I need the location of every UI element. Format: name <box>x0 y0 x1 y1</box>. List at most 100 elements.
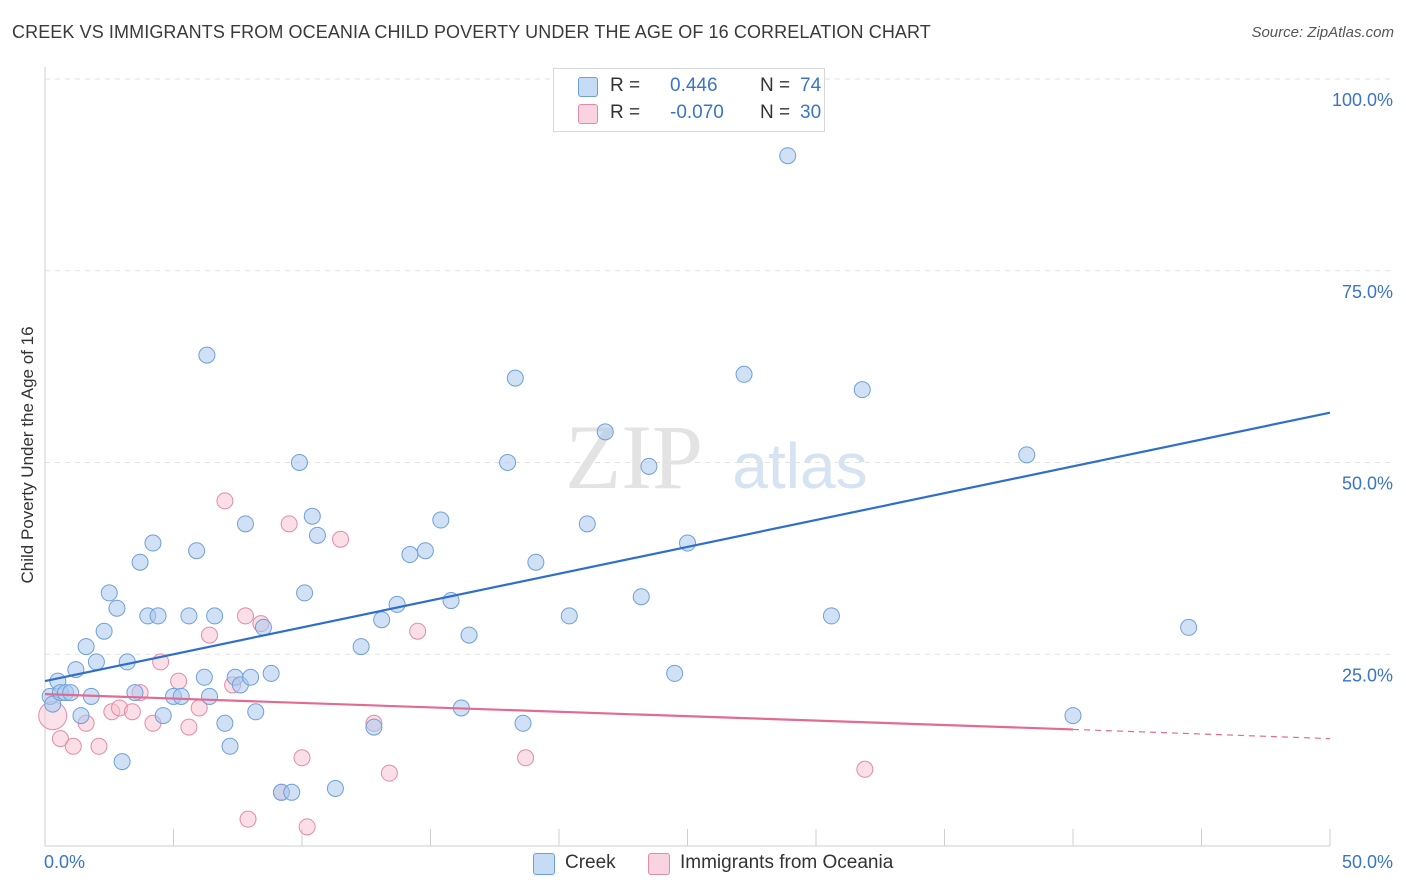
source-label: Source: ZipAtlas.com <box>1251 24 1394 41</box>
watermark-atlas: atlas <box>732 430 867 502</box>
creek-point <box>303 507 321 525</box>
creek-point <box>154 707 172 725</box>
creek-point <box>632 588 650 606</box>
stats-legend: R = 0.446 N = 74 R = -0.070 N = 30 <box>553 68 825 132</box>
oceania-point <box>216 492 234 510</box>
creek-point <box>373 611 391 629</box>
creek-point <box>149 607 167 625</box>
oceania-swatch <box>578 104 598 124</box>
creek-points <box>41 147 1198 801</box>
creek-point <box>87 653 105 671</box>
creek-point <box>326 779 344 797</box>
creek-point <box>388 595 406 613</box>
oceania-point <box>380 764 398 782</box>
creek-r-value: 0.446 <box>670 75 718 96</box>
creek-point <box>416 542 434 560</box>
creek-point <box>514 714 532 732</box>
y-tick-labels: 25.0% 50.0% 75.0% 100.0% <box>1332 90 1393 685</box>
creek-point <box>365 718 383 736</box>
creek-trend-line <box>44 411 1331 683</box>
creek-point <box>206 607 224 625</box>
oceania-point <box>280 515 298 533</box>
oceania-point <box>200 626 218 644</box>
creek-point <box>180 607 198 625</box>
oceania-point <box>856 760 874 778</box>
creek-point <box>100 584 118 602</box>
x-tick-label-min: 0.0% <box>44 852 86 872</box>
creek-point <box>283 783 301 801</box>
creek-point <box>822 607 840 625</box>
creek-point <box>735 365 753 383</box>
creek-point <box>62 684 80 702</box>
creek-point <box>1018 446 1036 464</box>
y-tick-label: 100.0% <box>1332 90 1393 110</box>
oceania-trend-extension <box>1072 728 1331 740</box>
creek-point <box>198 346 216 364</box>
oceania-point <box>123 703 141 721</box>
creek-point <box>560 607 578 625</box>
creek-point <box>640 457 658 475</box>
oceania-point <box>298 818 316 836</box>
creek-point <box>236 515 254 533</box>
oceania-points <box>38 492 874 836</box>
y-tick-label: 25.0% <box>1342 665 1393 685</box>
oceania-point <box>170 672 188 690</box>
watermark: ZIP atlas <box>565 406 868 508</box>
creek-n-label: N = <box>760 75 791 96</box>
creek-point <box>262 664 280 682</box>
oceania-legend-label: Immigrants from Oceania <box>680 852 894 873</box>
oceania-point <box>90 737 108 755</box>
creek-legend-label: Creek <box>565 852 616 873</box>
creek-point <box>113 753 131 771</box>
creek-point <box>188 542 206 560</box>
creek-point <box>200 687 218 705</box>
creek-point <box>499 454 517 471</box>
creek-swatch <box>578 77 598 97</box>
chart-title: CREEK VS IMMIGRANTS FROM OCEANIA CHILD P… <box>12 22 931 42</box>
oceania-point <box>409 622 427 640</box>
oceania-r-value: -0.070 <box>670 102 724 123</box>
creek-point <box>352 638 370 656</box>
oceania-n-label: N = <box>760 102 791 123</box>
creek-point <box>247 703 265 721</box>
grid-lines <box>45 78 1392 655</box>
oceania-point <box>51 730 69 748</box>
creek-point <box>216 714 234 732</box>
y-tick-label: 75.0% <box>1342 282 1393 302</box>
creek-point <box>666 664 684 682</box>
oceania-point <box>239 810 257 828</box>
creek-point <box>221 737 239 755</box>
creek-point <box>290 454 308 471</box>
creek-r-label: R = <box>610 75 641 96</box>
oceania-point <box>180 718 198 736</box>
creek-point <box>144 534 162 552</box>
creek-point <box>1180 618 1198 636</box>
creek-point <box>131 553 149 571</box>
creek-point <box>195 668 213 686</box>
creek-point <box>254 618 272 636</box>
y-tick-label: 50.0% <box>1342 474 1393 494</box>
creek-point <box>172 687 190 705</box>
creek-point <box>401 546 419 564</box>
creek-point <box>1064 707 1082 725</box>
creek-point <box>460 626 478 644</box>
trend-lines <box>44 411 1331 740</box>
creek-point <box>779 147 797 165</box>
creek-point <box>108 599 126 617</box>
creek-point <box>95 622 113 640</box>
creek-point <box>242 668 260 686</box>
oceania-trend-line <box>44 693 1074 731</box>
creek-n-value: 74 <box>800 75 822 96</box>
creek-point <box>72 707 90 725</box>
oceania-r-label: R = <box>610 102 641 123</box>
creek-point <box>578 515 596 533</box>
creek-legend-swatch <box>533 853 555 875</box>
creek-point <box>77 638 95 656</box>
creek-point <box>596 423 614 441</box>
watermark-zip: ZIP <box>565 406 703 508</box>
oceania-n-value: 30 <box>800 102 822 123</box>
oceania-legend-swatch <box>648 853 670 875</box>
oceania-point <box>517 749 535 767</box>
creek-point <box>308 526 326 544</box>
